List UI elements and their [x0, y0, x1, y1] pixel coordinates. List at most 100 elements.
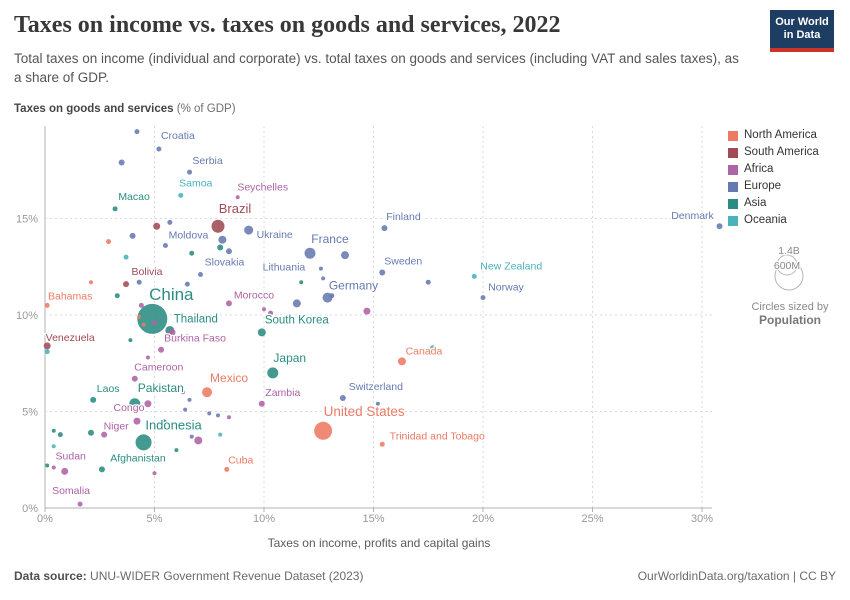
data-point[interactable]	[268, 310, 274, 316]
legend-item-europe[interactable]: Europe	[728, 180, 819, 192]
data-point-new-zealand[interactable]	[471, 273, 477, 279]
data-point[interactable]	[321, 276, 326, 281]
data-point-canada[interactable]	[397, 357, 406, 366]
data-point-denmark[interactable]	[716, 223, 723, 230]
data-point-afghanistan[interactable]	[98, 466, 105, 473]
data-point[interactable]	[129, 232, 136, 239]
data-point[interactable]	[180, 390, 185, 395]
data-point[interactable]	[225, 248, 232, 255]
data-point[interactable]	[329, 293, 335, 299]
data-point[interactable]	[134, 129, 140, 135]
data-point[interactable]	[51, 428, 56, 433]
data-point[interactable]	[292, 299, 301, 308]
data-point-south-korea[interactable]	[257, 328, 266, 337]
data-point[interactable]	[184, 281, 190, 287]
data-point-brazil[interactable]	[211, 219, 225, 233]
data-point-zambia[interactable]	[258, 400, 265, 407]
data-point-venezuela[interactable]	[43, 342, 51, 350]
data-point[interactable]	[375, 401, 380, 406]
data-point[interactable]	[218, 432, 223, 437]
data-point-indonesia[interactable]	[135, 434, 152, 451]
data-point-bolivia[interactable]	[123, 281, 130, 288]
data-point-burkina-faso[interactable]	[158, 346, 165, 353]
data-point[interactable]	[128, 338, 133, 343]
legend-item-oceania[interactable]: Oceania	[728, 214, 819, 226]
data-point-seychelles[interactable]	[235, 195, 240, 200]
data-point[interactable]	[153, 222, 161, 230]
data-point[interactable]	[207, 411, 212, 416]
data-point-france[interactable]	[304, 247, 316, 259]
data-point[interactable]	[152, 320, 157, 326]
data-point-united-states[interactable]	[314, 421, 333, 440]
data-point-niger[interactable]	[101, 431, 108, 438]
data-point[interactable]	[57, 432, 63, 438]
data-point[interactable]	[217, 244, 224, 251]
data-point-bahamas[interactable]	[44, 302, 50, 308]
data-point-sweden[interactable]	[379, 269, 386, 276]
data-point-norway[interactable]	[480, 295, 486, 301]
data-point[interactable]	[137, 314, 142, 319]
data-point[interactable]	[138, 302, 144, 308]
data-point[interactable]	[123, 254, 129, 260]
data-point-lithuania[interactable]	[318, 266, 323, 271]
data-point-laos[interactable]	[90, 396, 97, 403]
data-point[interactable]	[88, 280, 93, 285]
data-point[interactable]	[218, 235, 227, 244]
data-point[interactable]	[168, 328, 176, 336]
data-point-congo[interactable]	[133, 417, 141, 425]
data-point[interactable]	[430, 345, 436, 351]
data-point-switzerland[interactable]	[339, 394, 346, 401]
data-point[interactable]	[174, 448, 179, 453]
data-point-china[interactable]	[137, 303, 168, 334]
legend-item-north-america[interactable]: North America	[728, 129, 819, 141]
data-point-cameroon[interactable]	[131, 375, 138, 382]
owid-logo[interactable]: Our World in Data	[770, 10, 834, 52]
data-point-finland[interactable]	[381, 225, 388, 232]
data-point[interactable]	[87, 429, 94, 436]
data-point[interactable]	[51, 465, 56, 470]
data-point-macao[interactable]	[112, 206, 118, 212]
legend-item-south-america[interactable]: South America	[728, 146, 819, 158]
data-point[interactable]	[167, 219, 173, 225]
footer-link[interactable]: OurWorldinData.org/taxation | CC BY	[637, 569, 836, 583]
data-point-cuba[interactable]	[224, 466, 230, 472]
data-point[interactable]	[216, 413, 221, 418]
data-point-ukraine[interactable]	[244, 225, 254, 235]
data-point-mexico[interactable]	[202, 387, 213, 398]
legend-item-africa[interactable]: Africa	[728, 163, 819, 175]
data-point[interactable]	[136, 279, 142, 285]
data-point[interactable]	[299, 280, 304, 285]
data-point[interactable]	[226, 415, 231, 420]
data-point-pakistan[interactable]	[129, 398, 141, 410]
data-point-somalia[interactable]	[77, 501, 83, 507]
data-point-moldova[interactable]	[162, 243, 168, 249]
data-point[interactable]	[45, 463, 50, 468]
data-point[interactable]	[118, 159, 125, 166]
data-point[interactable]	[183, 407, 188, 412]
data-point-trinidad-and-tobago[interactable]	[379, 441, 385, 447]
data-point[interactable]	[425, 279, 431, 285]
data-point[interactable]	[159, 419, 168, 428]
data-point[interactable]	[145, 355, 150, 360]
data-point[interactable]	[51, 444, 56, 449]
data-point-samoa[interactable]	[178, 192, 184, 198]
legend-item-asia[interactable]: Asia	[728, 197, 819, 209]
data-point[interactable]	[262, 307, 266, 312]
data-point[interactable]	[144, 400, 152, 408]
data-point-slovakia[interactable]	[197, 271, 203, 277]
data-point-morocco[interactable]	[225, 300, 232, 307]
data-point[interactable]	[189, 250, 195, 256]
data-point[interactable]	[114, 293, 120, 299]
data-point[interactable]	[106, 239, 112, 245]
data-point[interactable]	[189, 434, 194, 439]
data-point-serbia[interactable]	[187, 169, 193, 175]
data-point-japan[interactable]	[267, 367, 279, 379]
data-point[interactable]	[341, 251, 350, 260]
data-point[interactable]	[187, 397, 192, 402]
data-point[interactable]	[363, 307, 371, 315]
data-point[interactable]	[152, 471, 157, 476]
data-point[interactable]	[44, 349, 50, 355]
data-point-croatia[interactable]	[156, 146, 162, 152]
data-point[interactable]	[141, 322, 146, 327]
data-point[interactable]	[194, 436, 203, 445]
